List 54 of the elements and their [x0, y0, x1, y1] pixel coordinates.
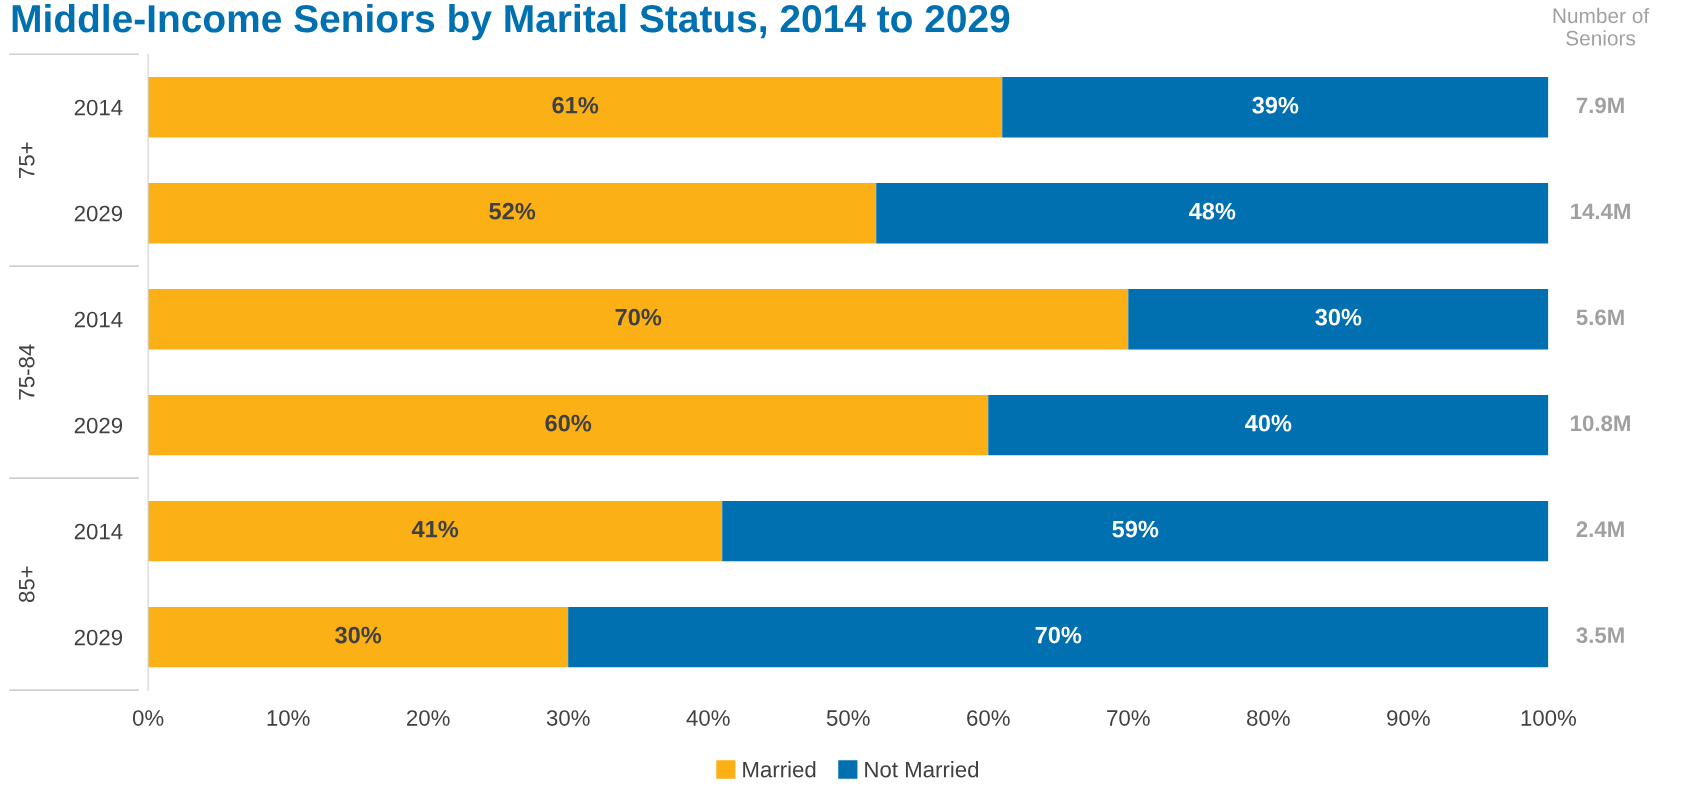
- x-tick-label: 80%: [1247, 710, 1290, 726]
- y-tick-label: 2014: [74, 523, 123, 540]
- data-label: 30%: [1315, 308, 1362, 326]
- text: 10.8M: [1571, 415, 1630, 432]
- data-label: 39%: [1252, 96, 1299, 114]
- text: 3.5M: [1576, 627, 1624, 644]
- bar: [568, 606, 1549, 668]
- bar: [148, 394, 989, 456]
- x-tick-label: 90%: [1387, 710, 1430, 726]
- text: 85+: [18, 566, 35, 603]
- data-label: 59%: [1112, 520, 1159, 538]
- y-tick-label: 2014: [74, 99, 123, 116]
- data-label: 30%: [335, 626, 382, 644]
- y-tick-label: 2029: [74, 629, 123, 646]
- data-label: 70%: [1035, 626, 1082, 644]
- bar: [1128, 288, 1549, 350]
- y-tick-label: 2014: [74, 311, 123, 328]
- data-label: 70%: [615, 308, 662, 326]
- text: 7.9M: [1576, 97, 1624, 114]
- bar: [148, 606, 569, 668]
- x-tick-label: 0%: [132, 710, 164, 726]
- text: 75-84: [18, 344, 35, 400]
- data-label: 40%: [1245, 414, 1292, 432]
- legend-label: Married: [743, 761, 816, 778]
- bar: [722, 500, 1549, 562]
- text: 2.4M: [1576, 521, 1624, 537]
- x-tick-label: 40%: [686, 710, 730, 726]
- chart-title: Middle-Income Seniors by Marital Status, 2014 to 2029: [12, 3, 1010, 41]
- bar: [988, 394, 1549, 456]
- x-tick-label: 100%: [1521, 710, 1576, 726]
- text: Number of Seniors: [1553, 7, 1650, 46]
- bar: [1002, 77, 1549, 138]
- bar: [148, 500, 723, 562]
- text: 75+: [19, 142, 35, 178]
- data-label: 60%: [545, 414, 592, 432]
- x-tick-label: 50%: [826, 710, 870, 726]
- text: 14.4M: [1571, 203, 1630, 219]
- bar: [148, 183, 877, 244]
- x-tick-label: 10%: [267, 710, 310, 726]
- data-label: 52%: [489, 202, 536, 220]
- y-tick-label: 2029: [74, 205, 123, 222]
- x-tick-label: 70%: [1107, 710, 1150, 726]
- text: 5.6M: [1576, 309, 1624, 326]
- x-tick-label: 60%: [967, 710, 1010, 726]
- data-label: 41%: [411, 520, 459, 538]
- x-tick-label: 20%: [407, 710, 450, 726]
- y-tick-label: 2029: [74, 417, 123, 434]
- bar: [148, 77, 1003, 138]
- bar: [148, 288, 1129, 350]
- bar: [876, 183, 1549, 244]
- x-tick-label: 30%: [546, 710, 590, 726]
- data-label: 48%: [1189, 202, 1236, 220]
- legend-label: Not Married: [865, 761, 979, 778]
- data-label: 61%: [552, 96, 599, 114]
